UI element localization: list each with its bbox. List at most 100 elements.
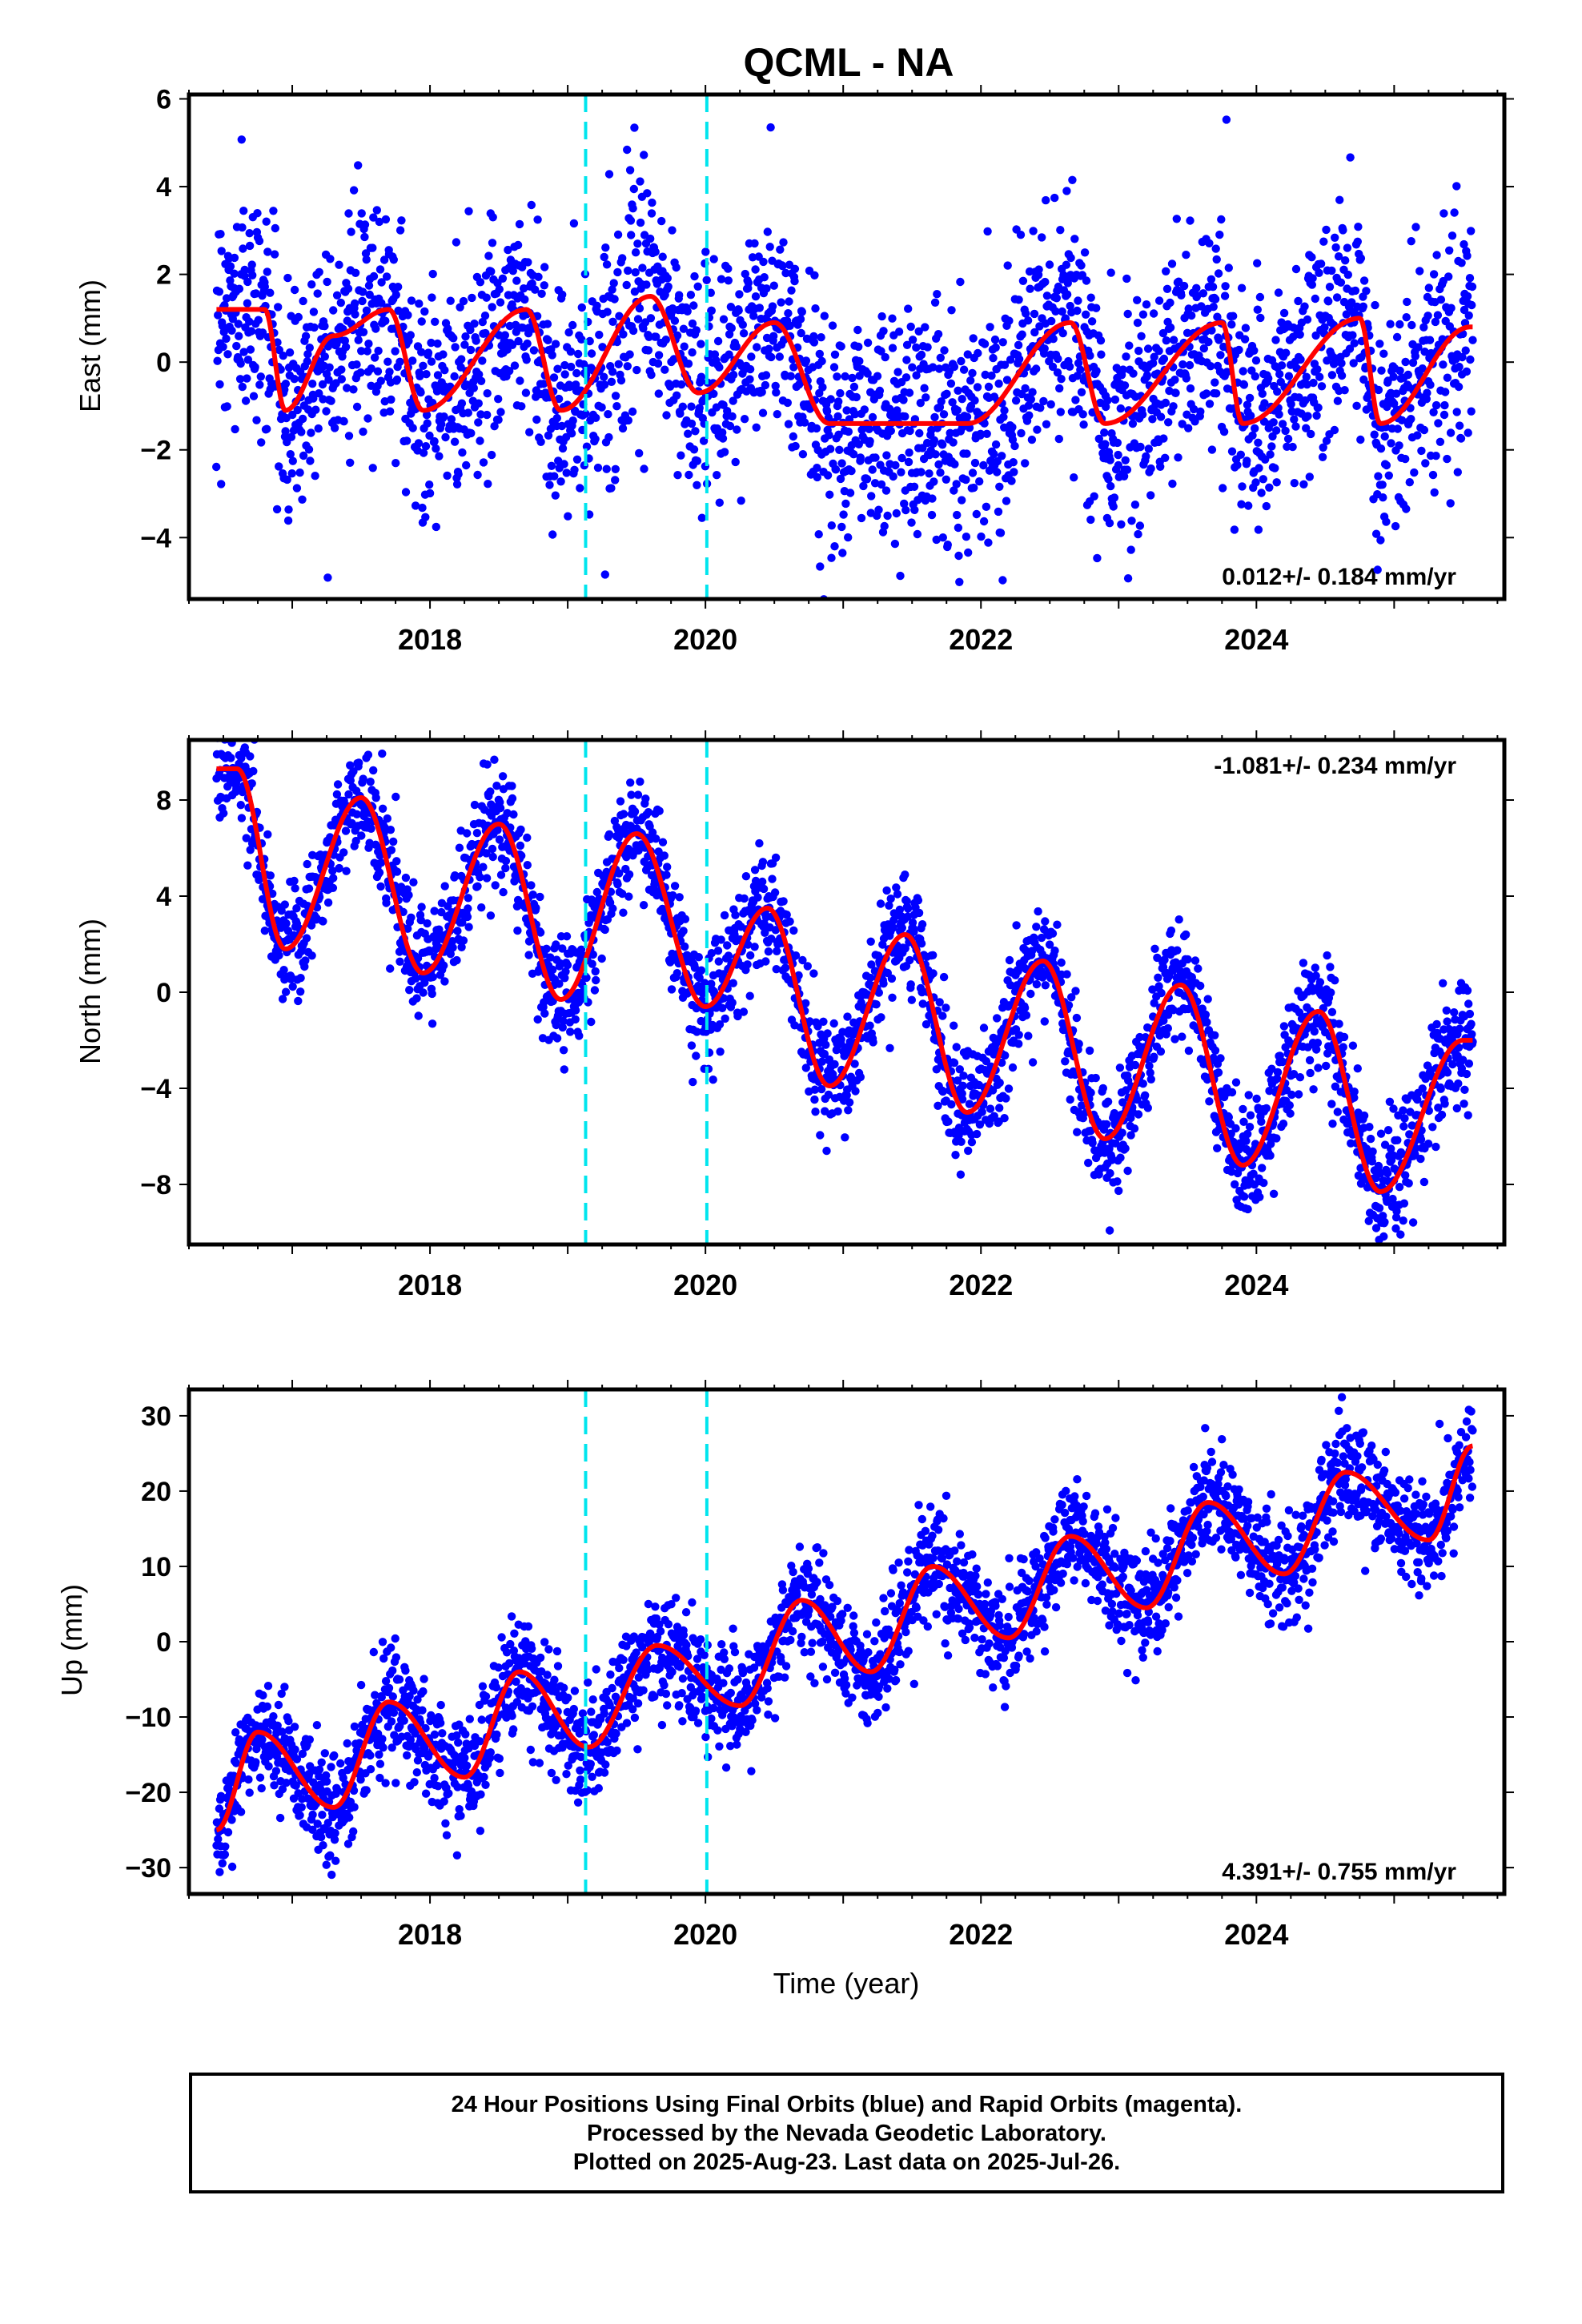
data-point — [357, 831, 366, 840]
data-point — [1082, 276, 1091, 285]
data-point — [496, 408, 505, 416]
data-point — [1290, 479, 1299, 488]
data-point — [560, 370, 569, 379]
data-point — [663, 274, 672, 283]
data-point — [1045, 260, 1054, 269]
data-point — [577, 335, 586, 344]
data-point — [396, 226, 405, 235]
data-point — [1134, 529, 1142, 539]
data-point — [592, 887, 601, 897]
data-point — [1332, 293, 1342, 302]
data-point — [1051, 307, 1060, 316]
data-point — [629, 184, 638, 194]
data-point — [1407, 415, 1415, 424]
data-point — [464, 408, 472, 417]
data-point — [280, 900, 289, 909]
data-point — [962, 449, 971, 458]
data-point — [702, 275, 711, 284]
data-point — [1161, 398, 1170, 408]
data-point — [292, 484, 302, 493]
data-point — [1178, 1032, 1186, 1041]
data-point — [319, 917, 327, 926]
data-point — [1463, 292, 1472, 301]
data-point — [1220, 292, 1230, 300]
data-point — [447, 415, 456, 424]
data-point — [994, 507, 1003, 517]
data-point — [253, 209, 262, 218]
data-point — [389, 837, 398, 846]
data-point — [1121, 1144, 1130, 1153]
data-point — [487, 267, 496, 276]
data-point — [734, 306, 743, 315]
data-point — [1395, 441, 1403, 450]
data-point — [974, 348, 982, 358]
data-point — [957, 1137, 966, 1147]
data-point — [1348, 331, 1357, 340]
data-point — [965, 1100, 974, 1108]
data-point — [892, 883, 901, 892]
data-point — [320, 322, 329, 331]
data-point — [1227, 320, 1236, 329]
data-point — [1128, 419, 1138, 428]
data-point — [1021, 459, 1030, 468]
data-point — [408, 424, 417, 432]
data-point — [1436, 296, 1446, 304]
data-point — [1331, 233, 1339, 242]
data-point — [1395, 320, 1404, 329]
data-point — [342, 866, 351, 875]
data-point — [1191, 956, 1200, 965]
data-point — [1207, 275, 1216, 283]
data-point — [1272, 478, 1281, 487]
data-point — [1281, 426, 1290, 436]
data-point — [249, 392, 259, 400]
data-point — [1136, 442, 1145, 452]
data-point — [561, 967, 570, 976]
data-point — [304, 884, 314, 893]
data-point — [1185, 360, 1195, 370]
data-point — [1207, 445, 1217, 454]
data-point — [358, 287, 367, 296]
data-point — [1447, 231, 1457, 240]
data-point — [720, 911, 729, 920]
data-point — [1143, 344, 1153, 353]
data-point — [1235, 345, 1243, 355]
data-point — [588, 959, 596, 968]
data-point — [616, 376, 626, 385]
data-point — [1077, 388, 1086, 396]
data-point — [495, 835, 504, 844]
data-point — [1090, 492, 1098, 501]
data-point — [753, 343, 761, 352]
data-point — [877, 347, 885, 356]
data-point — [673, 969, 681, 978]
data-point — [817, 356, 826, 366]
data-point — [930, 477, 938, 486]
data-point — [1170, 1035, 1179, 1043]
data-point — [1374, 385, 1383, 395]
data-point — [386, 964, 395, 973]
data-point — [950, 460, 959, 468]
data-point — [501, 856, 511, 866]
data-point — [603, 308, 612, 316]
data-point — [967, 1138, 977, 1147]
data-point — [1133, 318, 1142, 328]
data-point — [505, 367, 514, 376]
data-point — [1000, 406, 1009, 415]
data-point — [459, 936, 468, 945]
data-point — [1191, 417, 1199, 426]
data-point — [254, 316, 263, 324]
data-point — [908, 336, 917, 344]
data-point — [529, 346, 539, 355]
data-point — [772, 965, 781, 974]
data-point — [1114, 1186, 1123, 1196]
data-point — [970, 483, 978, 493]
data-point — [230, 269, 239, 278]
data-point — [571, 1015, 580, 1024]
data-point — [610, 295, 619, 304]
data-point — [975, 1120, 985, 1129]
data-point — [865, 973, 875, 983]
data-point — [769, 281, 778, 290]
data-point — [1178, 420, 1186, 428]
data-point — [868, 465, 877, 474]
data-point — [619, 810, 628, 818]
data-point — [654, 351, 664, 360]
